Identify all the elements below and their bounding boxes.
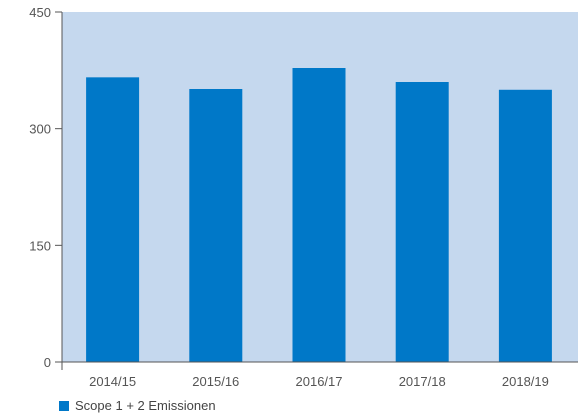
y-tick-label: 0 <box>44 355 51 370</box>
legend: Scope 1 + 2 Emissionen <box>59 398 216 413</box>
bar-2016/17 <box>292 68 346 362</box>
axes-group <box>61 12 578 370</box>
bar-2018/19 <box>498 89 552 363</box>
bar-2015/16 <box>189 89 243 362</box>
legend-swatch <box>59 400 69 411</box>
y-tick-label: 150 <box>29 238 51 253</box>
x-tick-label: 2016/17 <box>296 374 343 389</box>
bar-2017/18 <box>395 82 449 362</box>
x-tick-label: 2017/18 <box>399 374 446 389</box>
y-tick-label: 300 <box>29 122 51 137</box>
bars-group <box>86 68 552 363</box>
bar-2014/15 <box>86 77 140 362</box>
y-tick-label: 450 <box>29 5 51 20</box>
x-tick-label: 2018/19 <box>502 374 549 389</box>
x-tick-label: 2015/16 <box>192 374 239 389</box>
legend-label: Scope 1 + 2 Emissionen <box>75 398 216 413</box>
x-tick-label: 2014/15 <box>89 374 136 389</box>
y-tick-labels: 0 150 300 450 <box>29 5 62 370</box>
x-tick-labels: 2014/15 2015/16 2016/17 2017/18 2018/19 <box>89 374 549 389</box>
